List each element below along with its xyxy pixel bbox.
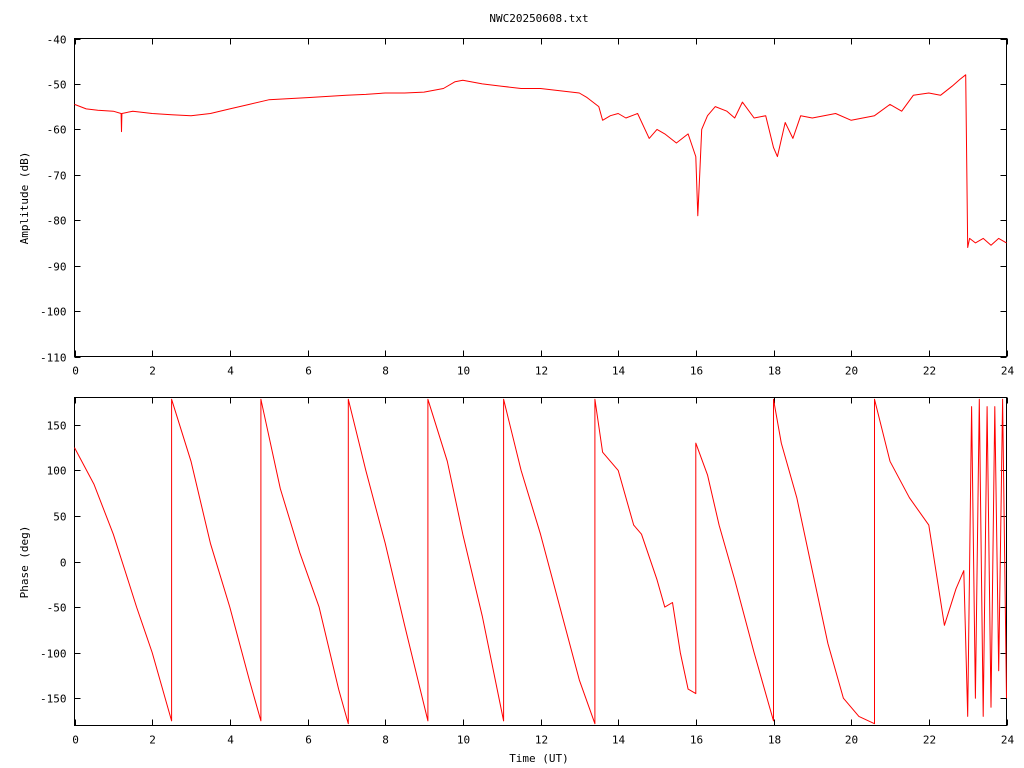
phase-x-tick-label: 6 [305,734,312,747]
amplitude-y-tick-label: -40 [47,34,67,47]
phase-x-tick-label: 8 [382,734,389,747]
amplitude-y-tick-label: -90 [47,261,67,274]
amplitude-y-tick-label: -50 [47,79,67,92]
amplitude-x-tick-label: 24 [1001,365,1015,378]
amplitude-x-tick-label: 4 [227,365,234,378]
amplitude-y-axis-label: Amplitude (dB) [18,152,31,245]
amplitude-x-tick-label: 12 [535,365,548,378]
amplitude-y-tick-label: -60 [47,124,67,137]
phase-x-tick-label: 0 [72,734,79,747]
chart-title: NWC20250608.txt [489,12,588,25]
phase-y-tick-label: -150 [40,693,67,706]
phase-y-tick-label: 100 [47,465,67,478]
phase-y-tick-label: 0 [60,557,67,570]
amplitude-x-tick-label: 6 [305,365,312,378]
phase-y-tick-label: 150 [47,420,67,433]
phase-y-tick-label: -100 [40,648,67,661]
amplitude-x-tick-label: 10 [457,365,470,378]
amplitude-x-tick-label: 8 [382,365,389,378]
phase-x-tick-label: 14 [612,734,626,747]
phase-x-tick-label: 24 [1001,734,1015,747]
amplitude-y-axis: -40 -50 -60 -70 -80 -90 -100 -110 [40,34,1007,365]
amplitude-y-tick-label: -110 [40,352,67,365]
phase-y-tick-label: -50 [47,602,67,615]
phase-x-tick-label: 22 [923,734,936,747]
amplitude-plot-frame [74,38,1007,357]
phase-y-axis: 150 100 50 0 -50 -100 -150 [40,420,1007,706]
amplitude-x-tick-label: 14 [612,365,626,378]
phase-x-tick-label: 16 [690,734,703,747]
phase-x-tick-label: 2 [149,734,156,747]
amplitude-x-axis: 0 2 4 6 8 10 12 14 16 18 20 22 24 [72,38,1015,378]
phase-x-tick-label: 10 [457,734,470,747]
phase-y-tick-label: 50 [53,511,66,524]
amplitude-x-tick-label: 18 [768,365,781,378]
phase-y-axis-label: Phase (deg) [18,526,31,599]
phase-x-tick-label: 18 [768,734,781,747]
amplitude-x-tick-label: 20 [845,365,858,378]
time-x-axis-label: Time (UT) [509,752,569,765]
phase-series-line [74,398,1007,725]
phase-x-tick-label: 4 [227,734,234,747]
phase-x-tick-label: 20 [845,734,858,747]
amplitude-series-line [74,74,1007,248]
amplitude-panel: -40-50-60-70-80-90-100-110 0 2 4 6 8 10 12 14 16… [18,34,1014,378]
phase-x-tick-label: 12 [535,734,548,747]
phase-plot-frame [74,397,1007,726]
amplitude-x-tick-label: 22 [923,365,936,378]
phase-x-axis: 0 2 4 6 8 10 12 14 16 18 20 22 24 [72,397,1015,747]
amplitude-x-tick-label: 0 [72,365,79,378]
amplitude-x-tick-label: 16 [690,365,703,378]
amplitude-x-tick-label: 2 [149,365,156,378]
amplitude-y-tick-label: -100 [40,306,67,319]
amplitude-y-tick-label: -70 [47,170,67,183]
amplitude-y-tick-label: -80 [47,215,67,228]
